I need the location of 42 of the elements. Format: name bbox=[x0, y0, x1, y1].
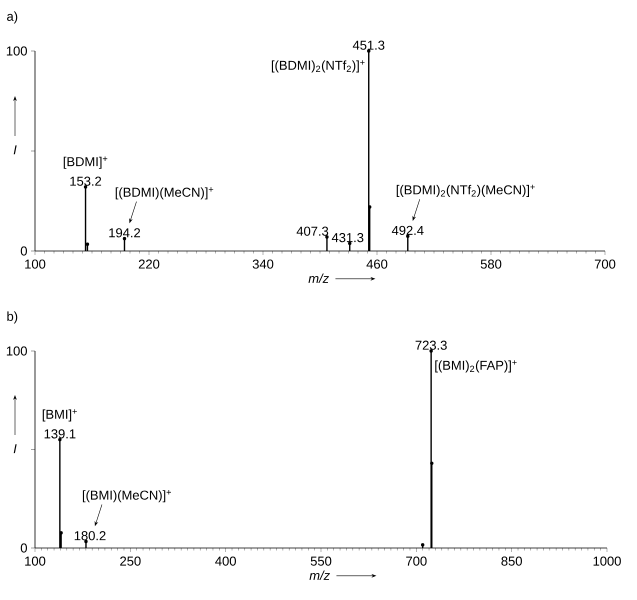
x-tick-label: 700 bbox=[406, 556, 427, 566]
y-axis-title: I bbox=[14, 145, 17, 154]
point bbox=[420, 543, 424, 547]
annotation: 407.3 bbox=[296, 226, 328, 236]
point bbox=[368, 205, 372, 209]
chart-title: b) bbox=[7, 311, 18, 324]
y-tick-label: 100 bbox=[6, 46, 27, 56]
annotation: [(BDMI)$_{2}$(NTf$_{2}$)(MeCN)]$^{+}$ bbox=[396, 184, 535, 197]
y-tick-label: 0 bbox=[20, 543, 27, 553]
x-tick-label: 580 bbox=[480, 260, 502, 269]
x-tick-label: 700 bbox=[594, 260, 616, 269]
y-tick-label: 100 bbox=[6, 346, 27, 356]
annotation: 194.2 bbox=[109, 228, 140, 238]
annotation: 451.3 bbox=[352, 40, 384, 50]
annotation: 492.4 bbox=[392, 226, 424, 235]
annotation: [(BMI)$_{2}$(FAP)]$^{+}$ bbox=[435, 360, 517, 372]
x-tick-label: 400 bbox=[215, 556, 236, 566]
x-axis-title: m/z bbox=[309, 570, 330, 580]
annotation: [BDMI]$^{+}$ bbox=[64, 156, 108, 169]
annotation: [(BDMI)(MeCN)]$^{+}$ bbox=[116, 187, 214, 200]
x-tick-label: 250 bbox=[120, 556, 141, 566]
annotation: 180.2 bbox=[74, 531, 106, 540]
annotation: [(BDMI)$_{2}$(NTf$_{2}$)]$^{+}$ bbox=[272, 60, 365, 72]
x-tick-label: 340 bbox=[252, 260, 274, 269]
annotation: [BMI]$^{+}$ bbox=[42, 409, 77, 422]
annotation: 723.3 bbox=[416, 340, 447, 350]
annotation: [(BMI)(MeCN)]$^{+}$ bbox=[82, 490, 172, 502]
x-tick-label: 1000 bbox=[594, 556, 621, 566]
x-axis-title: m/z bbox=[308, 274, 329, 284]
annotation: 431.3 bbox=[332, 233, 364, 242]
point bbox=[430, 462, 434, 465]
point bbox=[86, 242, 90, 246]
chart-title: a) bbox=[7, 11, 18, 24]
annotation: 139.1 bbox=[44, 429, 76, 438]
point bbox=[59, 531, 63, 535]
x-tick-label: 550 bbox=[310, 556, 332, 566]
x-tick-label: 850 bbox=[501, 556, 522, 566]
x-tick-label: 220 bbox=[138, 260, 160, 269]
y-axis-title: I bbox=[14, 444, 17, 454]
x-tick-label: 460 bbox=[366, 260, 388, 269]
annotation: 153.2 bbox=[70, 176, 102, 186]
y-tick-label: 0 bbox=[20, 246, 27, 256]
